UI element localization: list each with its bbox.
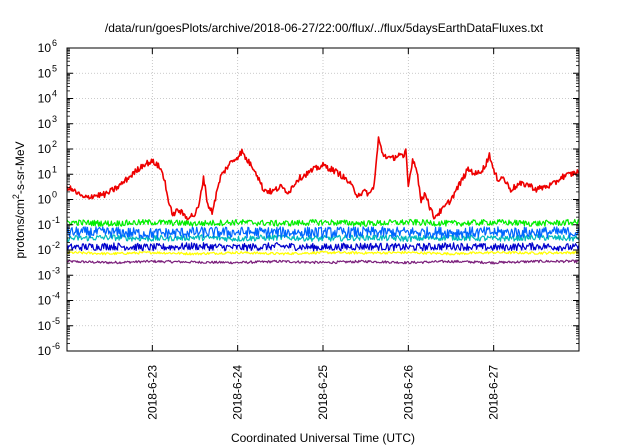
- series-line-3: [66, 233, 580, 243]
- x-tick-labels: 2018-6-23 2018-6-24 2018-6-25 2018-6-26 2018…: [145, 365, 500, 420]
- x-tick-label: 2018-6-23: [145, 365, 159, 420]
- x-tick-label: 2018-6-25: [316, 365, 330, 420]
- series-line-6: [66, 136, 580, 221]
- series-line-1: [66, 250, 580, 256]
- series-line-2: [66, 242, 580, 252]
- x-tick-label: 2018-6-26: [401, 365, 415, 420]
- chart-title: /data/run/goesPlots/archive/2018-06-27/2…: [105, 21, 544, 35]
- x-axis-label: Coordinated Universal Time (UTC): [231, 431, 415, 445]
- series-line-4: [66, 226, 580, 239]
- series-line-5: [66, 218, 580, 227]
- y-axis-label: protons/cm2-s-sr-MeV: [11, 141, 27, 258]
- plot-lines: [66, 136, 580, 265]
- x-tick-label: 2018-6-27: [487, 365, 501, 420]
- grid-lines: [67, 48, 579, 351]
- plot-frame: [66, 47, 580, 352]
- x-tick-label: 2018-6-24: [231, 365, 245, 420]
- series-line-0: [66, 259, 580, 265]
